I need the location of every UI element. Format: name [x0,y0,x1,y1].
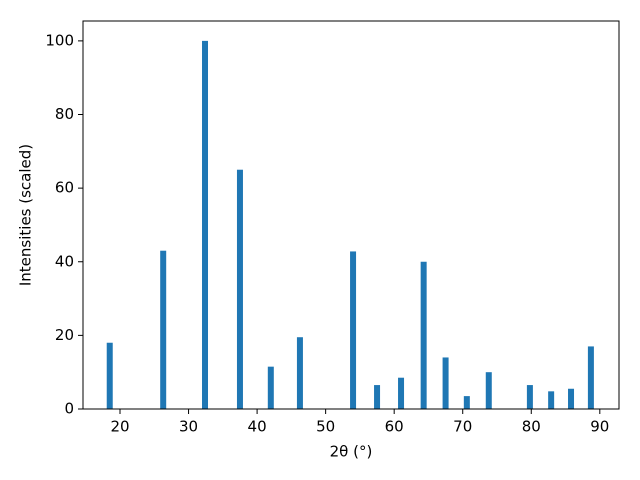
bar [202,40,209,409]
y-tick-label: 80 [55,105,74,123]
y-tick-label: 100 [45,31,74,49]
bar [442,357,449,409]
bar [420,261,427,409]
bar [548,391,555,409]
bar [296,337,303,409]
x-axis-label: 2θ (°) [330,443,373,461]
bar [568,388,575,409]
bar [236,169,243,409]
y-tick-label: 0 [64,400,74,418]
bar [374,385,381,409]
bar [587,346,594,409]
bar [350,251,357,409]
bar [526,385,533,409]
bar [485,372,492,409]
x-tick-label: 60 [385,418,404,436]
x-tick-label: 40 [248,418,267,436]
x-tick-label: 50 [316,418,335,436]
y-tick-label: 60 [55,179,74,197]
bar [398,377,405,409]
x-tick-label: 30 [179,418,198,436]
bar [160,250,167,409]
bar [106,342,113,409]
plot-frame [82,20,620,410]
x-tick-label: 90 [590,418,609,436]
x-tick-label: 70 [453,418,472,436]
y-tick-label: 40 [55,252,74,270]
x-tick-label: 80 [522,418,541,436]
y-axis-label: Intensities (scaled) [17,144,35,286]
bar [267,366,274,409]
bar [463,396,470,409]
y-tick-label: 20 [55,326,74,344]
x-tick-label: 20 [110,418,129,436]
